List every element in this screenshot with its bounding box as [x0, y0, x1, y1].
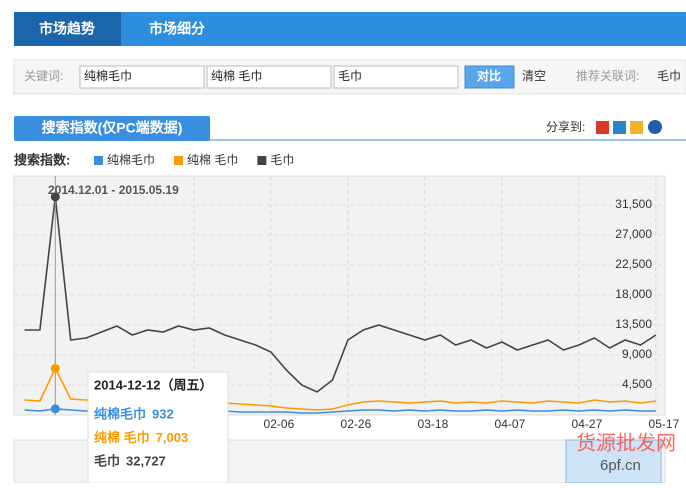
x-tick-label: 04-27: [572, 417, 603, 431]
legend-swatch: [257, 156, 267, 165]
share-icon[interactable]: [613, 121, 626, 134]
hover-point: [50, 192, 60, 202]
hover-point: [50, 363, 60, 373]
tab[interactable]: 市场趋势: [39, 21, 95, 37]
y-tick-label: 9,000: [622, 347, 652, 361]
tab-bar: [14, 12, 686, 46]
y-tick-label: 13,500: [615, 317, 652, 331]
tab[interactable]: 市场细分: [149, 21, 205, 37]
date-range: 2014.12.01 - 2015.05.19: [48, 183, 179, 197]
tooltip-series: 毛巾: [94, 453, 120, 468]
x-tick-label: 05-17: [649, 417, 680, 431]
x-tick-label: 03-18: [418, 417, 449, 431]
share-icon[interactable]: [630, 121, 643, 134]
legend-label: 纯棉毛巾: [107, 153, 155, 167]
share-icon[interactable]: [648, 120, 662, 134]
keyword[interactable]: 纯棉毛巾: [84, 69, 132, 83]
share-label: 分享到:: [546, 119, 585, 134]
keyword[interactable]: 毛巾: [338, 69, 362, 83]
tooltip-box: [87, 371, 229, 484]
tooltip-value: 932: [152, 406, 174, 421]
series-line: [24, 196, 657, 393]
tooltip-value: 7,003: [156, 430, 189, 445]
y-tick-label: 4,500: [622, 377, 652, 391]
compare-button[interactable]: [464, 65, 515, 89]
clear-button[interactable]: 清空: [522, 69, 546, 83]
scroller-handle[interactable]: [565, 439, 662, 484]
recommend-word[interactable]: 毛巾: [657, 69, 681, 83]
search-label: 关键词:: [24, 69, 63, 83]
hover-point: [50, 404, 60, 414]
recommend-label: 推荐关联词:: [576, 69, 639, 83]
y-tick-label: 27,000: [615, 227, 652, 241]
tooltip-value: 32,727: [126, 453, 166, 468]
tooltip-title: 2014-12-12（周五）: [94, 377, 213, 392]
y-tick-label: 18,000: [615, 287, 652, 301]
tab-active[interactable]: [14, 12, 121, 46]
y-tick-label: 31,500: [615, 197, 652, 211]
legend-label: 毛巾: [270, 153, 294, 167]
share-icon[interactable]: [596, 121, 609, 134]
watermark: 6pf.cn: [600, 457, 641, 474]
section-tab: [14, 116, 210, 141]
keyword[interactable]: 纯棉 毛巾: [211, 69, 262, 83]
tooltip-series: 纯棉 毛巾: [94, 430, 150, 445]
keyword-input[interactable]: [206, 65, 332, 89]
legend-swatch: [94, 156, 103, 165]
x-tick-label: 02-26: [341, 417, 372, 431]
section-title: 搜索指数(仅PC端数据): [42, 120, 183, 136]
legend-label: 纯棉 毛巾: [187, 153, 238, 167]
y-tick-label: 22,500: [615, 257, 652, 271]
x-tick-label: 04-07: [495, 417, 526, 431]
compare-label[interactable]: 对比: [477, 68, 501, 83]
x-tick-label: 02-06: [264, 417, 295, 431]
legend: 纯棉毛巾 纯棉 毛巾 毛巾: [94, 153, 294, 167]
keyword-input[interactable]: [333, 65, 459, 89]
legend-swatch: [174, 156, 184, 165]
tooltip-series: 纯棉毛巾: [94, 406, 146, 421]
legend-label: 搜索指数:: [14, 152, 70, 167]
watermark: 货源批发网: [576, 431, 676, 454]
keyword-input[interactable]: [79, 65, 205, 89]
